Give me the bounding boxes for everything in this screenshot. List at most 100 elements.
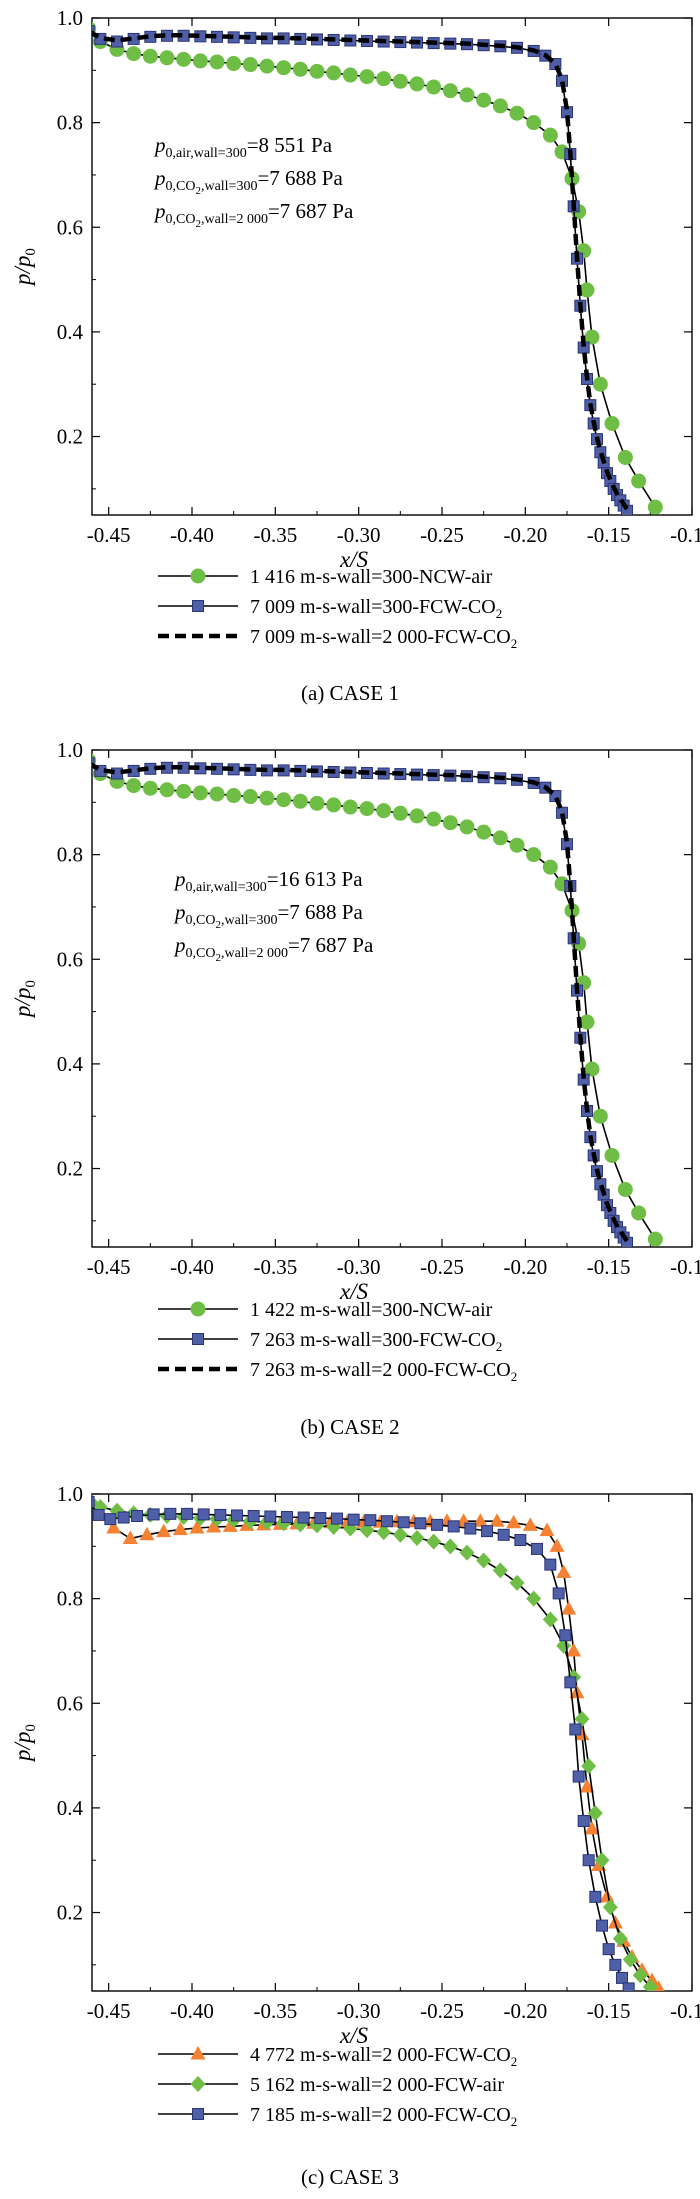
legend-label: 4 772 m-s-wall=2 000-FCW-CO2 (250, 2044, 517, 2069)
x-tick-label: -0.20 (503, 1999, 547, 2023)
data-point (409, 1529, 425, 1546)
data-point (617, 1181, 633, 1197)
series-line (92, 30, 656, 508)
panel-caption: (c) CASE 3 (301, 2165, 399, 2189)
data-point (459, 1544, 475, 1561)
series-line (92, 32, 628, 512)
legend-entry: 1 416 m-s-wall=300-NCW-air (158, 566, 493, 588)
x-tick-label: -0.45 (87, 1255, 131, 1279)
x-tick-label: -0.25 (420, 1999, 464, 2023)
data-point (409, 808, 425, 824)
data-point (582, 1854, 595, 1867)
data-point (397, 1516, 410, 1529)
x-tick-label: -0.10 (670, 1255, 700, 1279)
x-tick-label: -0.20 (503, 523, 547, 547)
series-3 (92, 1495, 635, 1991)
plot-frame (91, 1493, 693, 1992)
y-tick-label: 1.0 (57, 738, 83, 762)
data-point (526, 115, 542, 131)
data-point (566, 1642, 582, 1657)
series-3 (92, 762, 629, 1243)
series-line (92, 762, 629, 1243)
data-point (231, 1509, 243, 1522)
y-tick-label: 0.4 (57, 1052, 84, 1076)
x-tick-label: -0.15 (587, 1999, 631, 2023)
data-point (574, 1726, 590, 1741)
data-point (632, 1967, 648, 1984)
data-point (459, 87, 475, 103)
chart-panel-2: -0.45 -0.40 -0.35 -0.30 -0.25 -0.20 -0.15 -0.1 0… (10, 738, 700, 1439)
series-1 (92, 1494, 665, 1991)
data-point (431, 1518, 443, 1531)
y-tick-label: 1.0 (57, 1482, 83, 1506)
data-point (392, 805, 408, 821)
data-point (497, 1528, 510, 1541)
data-point (426, 811, 442, 827)
data-point (542, 859, 558, 875)
legend-label: 7 009 m-s-wall=300-FCW-CO2 (250, 596, 502, 621)
data-point (549, 790, 562, 803)
data-point (331, 1512, 343, 1525)
data-point (426, 79, 442, 95)
data-point (489, 1513, 505, 1527)
data-point (347, 1513, 360, 1526)
legend-marker (192, 2108, 204, 2120)
data-point (442, 83, 458, 99)
stagnation-pressure-annotation: p0,air,wall=300=16 613 Pa (173, 867, 363, 895)
data-point (539, 1522, 555, 1537)
data-point (564, 1676, 577, 1689)
series-line (92, 1500, 660, 1989)
data-point (376, 803, 392, 819)
legend-entry: 7 185 m-s-wall=2 000-FCW-CO2 (158, 2104, 517, 2129)
stagnation-pressure-annotation: p0,CO2,wall=300=7 688 Pa (153, 166, 343, 197)
y-tick-label: 0.2 (57, 425, 83, 449)
data-point (472, 1513, 488, 1527)
data-point (226, 788, 242, 804)
data-point (616, 1971, 628, 1984)
data-point (376, 1524, 392, 1541)
data-point (309, 795, 325, 811)
data-point (531, 1542, 543, 1555)
data-point (214, 1508, 227, 1521)
data-point (617, 449, 633, 465)
data-point (442, 815, 458, 831)
series-1 (92, 21, 663, 515)
data-point (594, 1852, 610, 1869)
data-point (147, 1508, 160, 1521)
data-point (117, 1511, 130, 1524)
data-point (172, 1521, 188, 1536)
data-point (414, 1517, 427, 1530)
y-tick-label: 0.2 (57, 1157, 83, 1181)
x-tick-label: -0.15 (587, 1255, 631, 1279)
series-line (92, 30, 629, 511)
x-axis-label: x/S (339, 2023, 369, 2048)
data-point (506, 1514, 522, 1529)
data-point (602, 1899, 618, 1916)
data-point (259, 790, 275, 806)
data-point (447, 1520, 460, 1533)
x-axis-label: x/S (339, 547, 369, 572)
legend-label: 7 263 m-s-wall=2 000-FCW-CO2 (250, 1359, 517, 1384)
x-tick-label: -0.45 (87, 1999, 131, 2023)
data-point (609, 1958, 622, 1971)
data-point (544, 1558, 557, 1571)
data-point (342, 67, 358, 83)
data-point (92, 1508, 105, 1521)
plot-frame (91, 17, 693, 516)
data-point (206, 1518, 222, 1533)
data-point (492, 1562, 508, 1579)
panel-caption: (a) CASE 1 (301, 681, 399, 705)
y-axis-label: p/p0 (10, 1724, 39, 1763)
legend-entry: 7 263 m-s-wall=300-FCW-CO2 (158, 1329, 502, 1354)
data-point (126, 778, 142, 794)
data-point (556, 1564, 572, 1578)
chart-panel-3: -0.45 -0.40 -0.35 -0.30 -0.25 -0.20 -0.15 -0.1 0… (10, 1482, 700, 2189)
x-tick-label: -0.30 (337, 1999, 381, 2023)
data-point (242, 789, 258, 805)
data-point (126, 46, 142, 62)
x-tick-label: -0.10 (670, 1999, 700, 2023)
data-point (281, 1511, 293, 1524)
data-point (569, 1723, 582, 1736)
data-point (599, 1888, 615, 1903)
stagnation-pressure-annotation: p0,air,wall=300=8 551 Pa (153, 133, 333, 161)
